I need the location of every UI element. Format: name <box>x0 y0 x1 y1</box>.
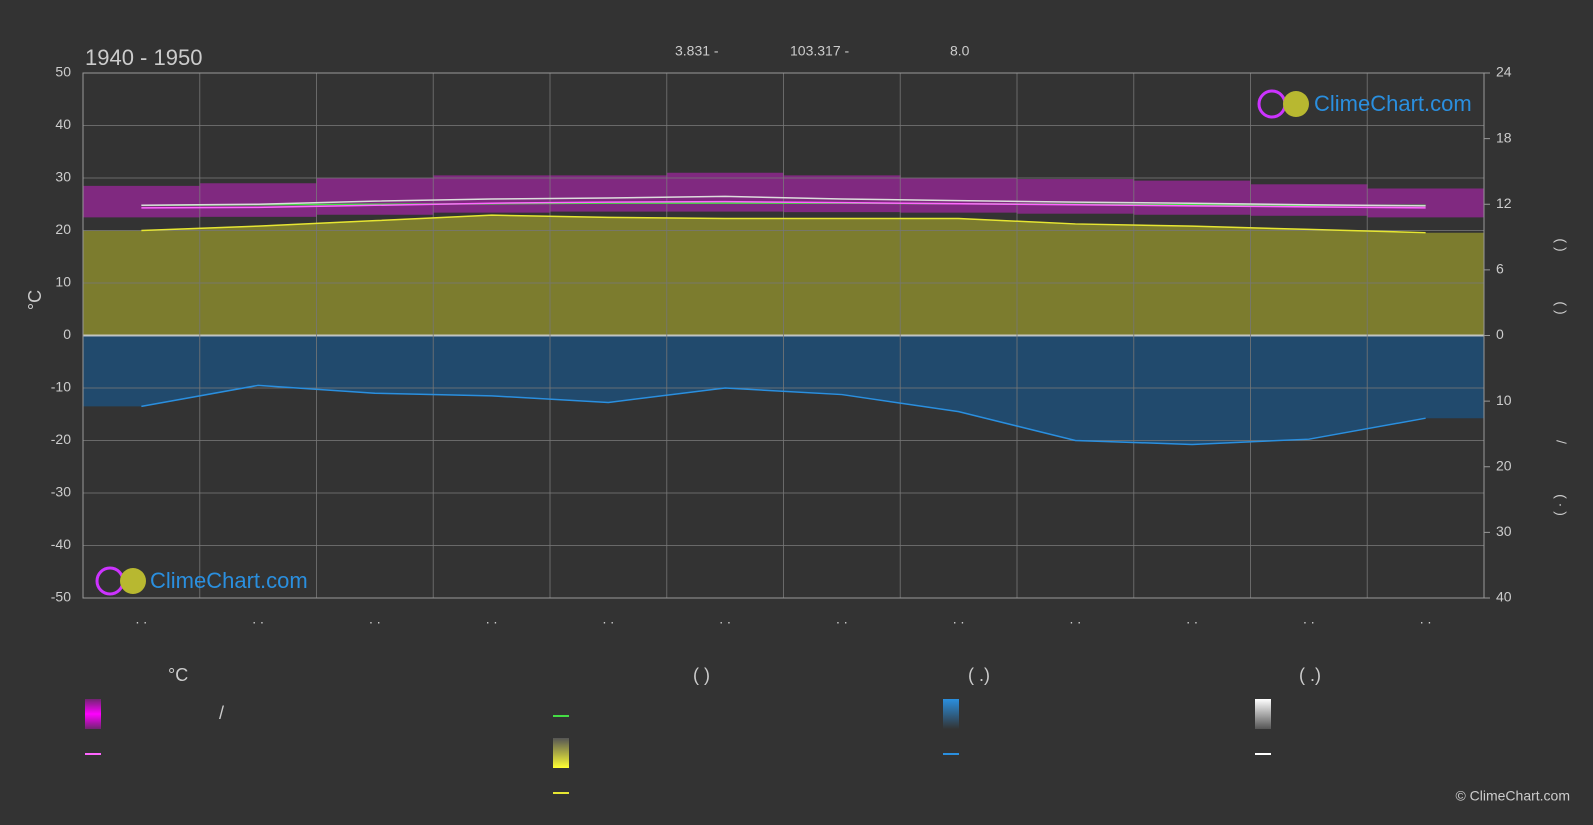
y3-tick-label: 40 <box>1496 589 1512 605</box>
line <box>141 195 1426 207</box>
temperature-range <box>316 178 434 215</box>
x-tick-label: . . <box>1420 611 1432 627</box>
temperature-range <box>1250 184 1368 216</box>
logo: ClimeChart.com <box>95 566 308 596</box>
x-tick-label: . . <box>1070 611 1082 627</box>
legend-swatch <box>1255 753 1271 755</box>
temperature-range <box>199 183 317 217</box>
legend-swatch <box>943 699 959 729</box>
temperature-range <box>1133 180 1251 215</box>
x-tick-label: . . <box>836 611 848 627</box>
y-tick-label: 50 <box>55 64 71 80</box>
y-tick-label: -30 <box>51 484 71 500</box>
legend-header: ( .) <box>968 665 990 685</box>
temperature-range <box>550 175 668 212</box>
header-value: 103.317 - <box>790 43 849 59</box>
y3-tick-label: 10 <box>1496 392 1512 408</box>
legend-swatch <box>85 753 101 755</box>
y2-tick-label: 18 <box>1496 129 1512 145</box>
y-tick-label: -40 <box>51 536 71 552</box>
temperature-range <box>666 172 784 212</box>
right-axis-label: / <box>1553 440 1569 444</box>
legend-swatch <box>1255 699 1271 729</box>
x-tick-label: . . <box>719 611 731 627</box>
temperature-range <box>83 185 201 218</box>
legend-header: ( ) <box>693 665 710 685</box>
right-axis-label: ( ) <box>1553 301 1569 314</box>
y-tick-label: 10 <box>55 274 71 290</box>
y3-tick-label: 20 <box>1496 457 1512 473</box>
x-tick-label: . . <box>1186 611 1198 627</box>
x-tick-label: . . <box>252 611 264 627</box>
y2-tick-label: 0 <box>1496 326 1504 342</box>
plot-area <box>82 72 1485 599</box>
y-tick-label: 30 <box>55 169 71 185</box>
y2-tick-label: 6 <box>1496 261 1504 277</box>
x-tick-label: . . <box>136 611 148 627</box>
line <box>141 202 1426 207</box>
y3-tick-label: 30 <box>1496 523 1512 539</box>
header-value: 8.0 <box>950 43 970 59</box>
y-tick-label: -20 <box>51 431 71 447</box>
legend-swatch <box>85 699 101 729</box>
x-tick-label: . . <box>953 611 965 627</box>
y-tick-label: -50 <box>51 589 71 605</box>
right-axis-label: ( ) <box>1553 238 1569 251</box>
y-tick-label: 0 <box>63 326 71 342</box>
legend-header: °C <box>168 665 188 685</box>
line <box>141 384 1426 446</box>
right-axis-label: ( · ) <box>1553 494 1569 516</box>
temperature-range <box>1367 188 1485 218</box>
legend: °C ( ) ( .) ( .) / <box>85 665 1321 794</box>
legend-swatch <box>553 715 569 717</box>
line <box>141 200 1426 209</box>
legend-header: ( .) <box>1299 665 1321 685</box>
y-tick-label: -10 <box>51 379 71 395</box>
y-axis-label: °C <box>25 290 45 310</box>
y-tick-label: 40 <box>55 116 71 132</box>
y-tick-label: 20 <box>55 221 71 237</box>
line <box>141 214 1426 234</box>
legend-swatch <box>553 792 569 794</box>
copyright: © ClimeChart.com <box>1455 788 1570 804</box>
logo-text: ClimeChart.com <box>1314 91 1472 116</box>
y2-tick-label: 24 <box>1496 64 1512 80</box>
legend-swatch <box>943 753 959 755</box>
temperature-range <box>1017 179 1135 214</box>
logo: ClimeChart.com <box>1257 89 1472 119</box>
temperature-range <box>783 175 901 213</box>
y2-tick-label: 12 <box>1496 195 1512 211</box>
chart-title: 1940 - 1950 <box>85 45 202 70</box>
legend-swatch <box>553 738 569 768</box>
x-tick-label: . . <box>603 611 615 627</box>
temperature-range <box>433 175 551 213</box>
logo-text: ClimeChart.com <box>150 568 308 593</box>
x-tick-label: . . <box>486 611 498 627</box>
temperature-range <box>900 178 1018 213</box>
x-tick-label: . . <box>369 611 381 627</box>
legend-text: / <box>219 703 224 723</box>
header-value: 3.831 - <box>675 43 719 59</box>
x-tick-label: . . <box>1303 611 1315 627</box>
